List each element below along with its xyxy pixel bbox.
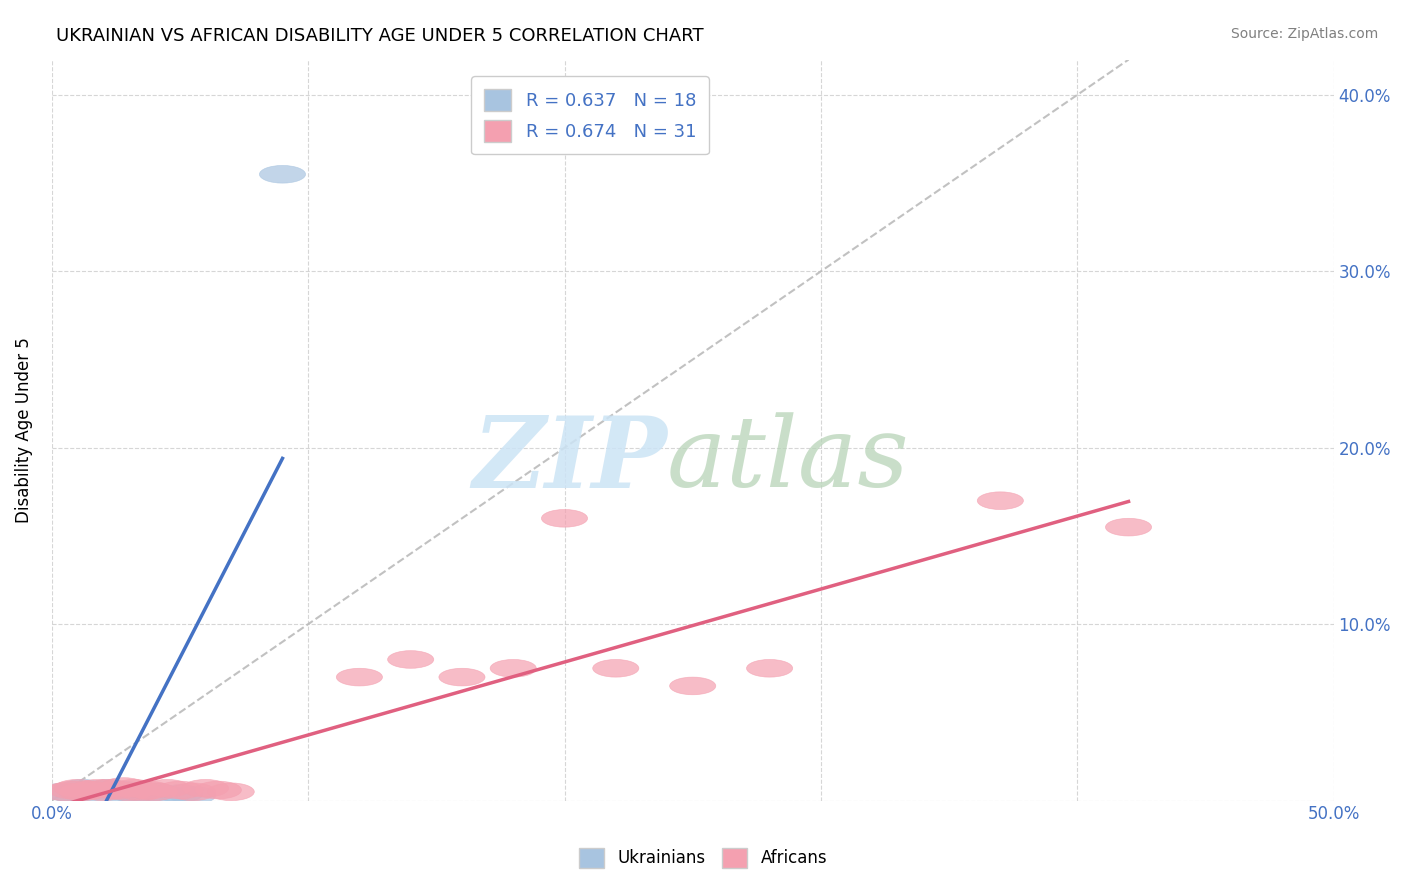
Ellipse shape bbox=[143, 787, 190, 805]
Ellipse shape bbox=[55, 781, 100, 799]
Ellipse shape bbox=[1105, 518, 1152, 536]
Ellipse shape bbox=[42, 783, 87, 801]
Ellipse shape bbox=[111, 785, 157, 803]
Ellipse shape bbox=[183, 780, 229, 797]
Ellipse shape bbox=[131, 783, 177, 801]
Text: Source: ZipAtlas.com: Source: ZipAtlas.com bbox=[1230, 27, 1378, 41]
Ellipse shape bbox=[100, 781, 146, 799]
Ellipse shape bbox=[49, 781, 96, 799]
Ellipse shape bbox=[80, 783, 127, 801]
Ellipse shape bbox=[260, 165, 305, 183]
Text: atlas: atlas bbox=[666, 412, 910, 508]
Ellipse shape bbox=[67, 781, 114, 799]
Ellipse shape bbox=[541, 509, 588, 527]
Ellipse shape bbox=[75, 781, 121, 799]
Ellipse shape bbox=[105, 783, 152, 801]
Ellipse shape bbox=[669, 677, 716, 695]
Ellipse shape bbox=[49, 785, 96, 803]
Legend: R = 0.637   N = 18, R = 0.674   N = 31: R = 0.637 N = 18, R = 0.674 N = 31 bbox=[471, 76, 709, 154]
Legend: Ukrainians, Africans: Ukrainians, Africans bbox=[572, 841, 834, 875]
Ellipse shape bbox=[93, 783, 139, 801]
Ellipse shape bbox=[75, 780, 121, 797]
Ellipse shape bbox=[208, 783, 254, 801]
Ellipse shape bbox=[55, 780, 100, 797]
Ellipse shape bbox=[67, 783, 114, 801]
Ellipse shape bbox=[143, 780, 190, 797]
Ellipse shape bbox=[131, 783, 177, 801]
Y-axis label: Disability Age Under 5: Disability Age Under 5 bbox=[15, 337, 32, 523]
Ellipse shape bbox=[747, 659, 793, 677]
Ellipse shape bbox=[59, 780, 105, 797]
Ellipse shape bbox=[170, 787, 217, 805]
Text: UKRAINIAN VS AFRICAN DISABILITY AGE UNDER 5 CORRELATION CHART: UKRAINIAN VS AFRICAN DISABILITY AGE UNDE… bbox=[56, 27, 704, 45]
Ellipse shape bbox=[80, 783, 127, 801]
Ellipse shape bbox=[439, 668, 485, 686]
Ellipse shape bbox=[105, 783, 152, 801]
Ellipse shape bbox=[93, 781, 139, 799]
Ellipse shape bbox=[118, 783, 165, 801]
Ellipse shape bbox=[491, 659, 536, 677]
Ellipse shape bbox=[86, 780, 131, 797]
Ellipse shape bbox=[118, 783, 165, 801]
Ellipse shape bbox=[977, 491, 1024, 509]
Ellipse shape bbox=[111, 780, 157, 797]
Ellipse shape bbox=[593, 659, 638, 677]
Ellipse shape bbox=[86, 780, 131, 797]
Ellipse shape bbox=[157, 781, 202, 799]
Ellipse shape bbox=[42, 783, 87, 801]
Ellipse shape bbox=[170, 783, 217, 801]
Ellipse shape bbox=[59, 783, 105, 801]
Ellipse shape bbox=[157, 785, 202, 803]
Ellipse shape bbox=[388, 650, 434, 668]
Ellipse shape bbox=[127, 781, 173, 799]
Text: ZIP: ZIP bbox=[472, 411, 666, 508]
Ellipse shape bbox=[100, 778, 146, 796]
Ellipse shape bbox=[336, 668, 382, 686]
Ellipse shape bbox=[195, 781, 242, 799]
